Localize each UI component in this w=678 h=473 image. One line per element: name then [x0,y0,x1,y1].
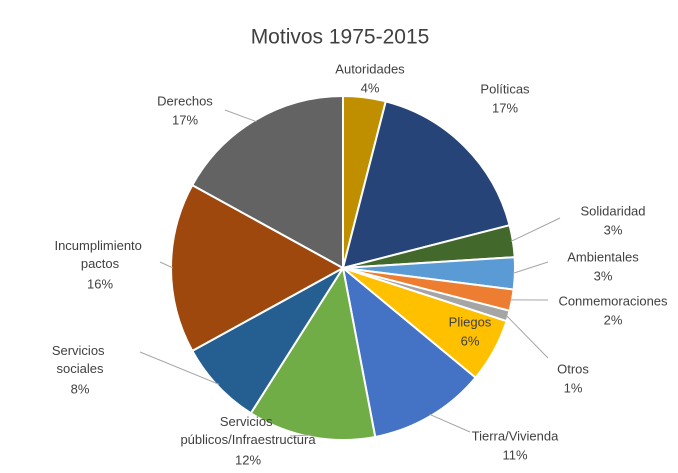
leader-line [512,261,549,274]
slice-value-label: 2% [604,312,623,327]
slice-value-label: 17% [492,100,518,115]
slice-label: Servicios públicos/Infraestructura [180,414,316,447]
leader-line [289,434,312,437]
slice-value-label: 6% [461,333,480,348]
pie-slice [190,94,344,270]
leader-line [224,109,257,123]
leader-line [159,261,174,269]
slice-value-label: 17% [172,112,198,127]
slice-label: Políticas [480,81,530,96]
slice-value-label: 12% [235,452,261,467]
pie-slice [249,265,377,441]
chart-title: Motivos 1975-2015 [251,26,430,49]
slice-label: Incumplimiento pactos [54,238,145,271]
slice-label: Servicios sociales [52,343,108,376]
leader-line [510,217,561,242]
slice-value-label: 16% [87,276,113,291]
slice-label: Otros [557,361,589,376]
slice-value-label: 8% [71,381,90,396]
leader-line [429,413,471,433]
slice-label: Ambientales [567,249,639,264]
slice-label: Conmemoraciones [558,293,668,308]
pie-slice [170,183,346,353]
slice-label: Solidaridad [580,203,645,218]
leader-line [139,351,220,385]
slice-value-label: 4% [361,80,380,95]
slice-value-label: 3% [594,268,613,283]
leader-line [505,315,549,359]
slice-value-label: 11% [502,447,527,462]
slice-label: Autoridades [335,61,405,76]
slice-value-label: 1% [564,380,583,395]
slice-label: Tierra/Vivienda [472,428,559,443]
slice-label: Derechos [157,93,213,108]
pie-slice [341,265,477,439]
slice-label: Pliegos [449,314,492,329]
slice-value-label: 3% [604,222,623,237]
pie-slice [341,100,511,270]
